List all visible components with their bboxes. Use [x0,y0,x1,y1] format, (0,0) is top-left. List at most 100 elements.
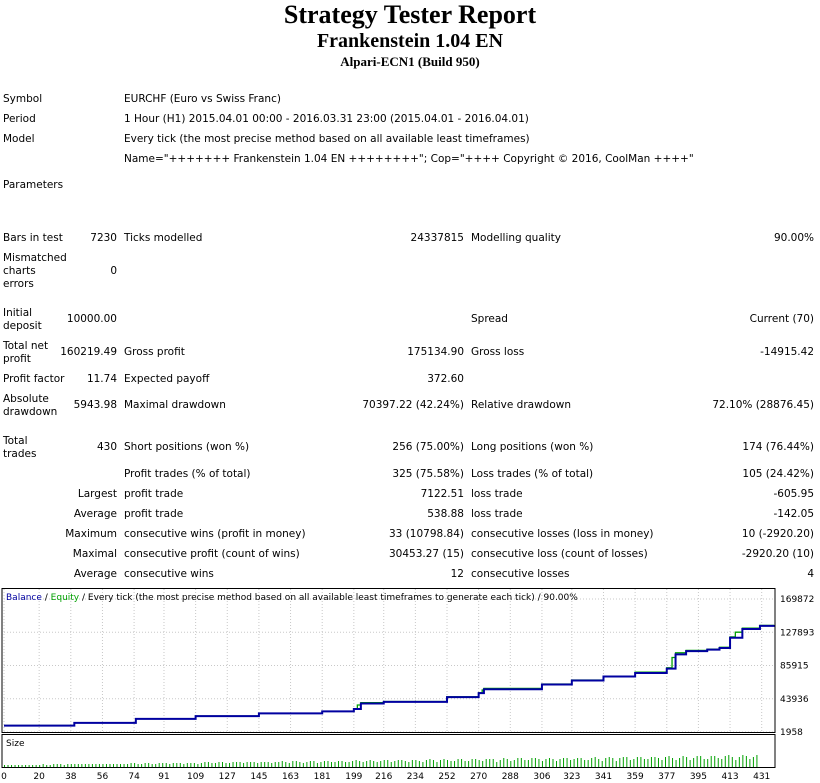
legend-balance: Balance [6,593,42,603]
quality-value: 90.00% [773,232,814,244]
size-bar [214,763,216,767]
x-tick-label: 431 [753,772,770,782]
size-bar [686,757,688,767]
period-label: Period [3,113,36,125]
size-bar [32,765,34,767]
expected-payoff-value: 372.60 [427,373,464,385]
size-bar [429,759,431,767]
size-bar [499,760,501,767]
size-bar [559,759,561,767]
x-tick-label: 252 [438,772,455,782]
size-bar [492,759,494,767]
size-bar [408,762,410,767]
deposit-label: Initial deposit [3,307,42,332]
average-loss-value: -142.05 [773,508,814,520]
size-bar [39,765,41,767]
size-bar [225,763,227,767]
model-label: Model [3,133,35,145]
expert-name: Frankenstein 1.04 EN [316,30,504,52]
size-bar [556,761,558,767]
gross-profit-value: 175134.90 [407,346,464,358]
size-bar [629,760,631,767]
size-bar [84,764,86,767]
size-bar [148,763,150,767]
size-bar [172,763,174,767]
size-bar [411,760,413,767]
model-value: Every tick (the most precise method base… [124,133,530,145]
x-tick-label: 341 [595,772,612,782]
size-bar [647,759,649,767]
maximal-drawdown-label: Maximal drawdown [124,399,226,411]
bars-label: Bars in test [3,232,63,244]
size-bar [394,761,396,767]
balance-equity-chart: 169872 127893 85915 43936 1958 0 20 38 56 74 91 10… [1,588,814,782]
size-bar [144,763,146,767]
size-bar [14,765,16,767]
y-tick-label: 127893 [780,628,814,638]
size-bar [608,757,610,767]
size-bar [538,759,540,767]
size-bar [211,763,213,767]
size-bar [615,761,617,767]
size-bar [503,758,505,767]
cons-wins-money-value: 33 (10798.84) [389,528,464,540]
largest-profit-value: 7122.51 [420,488,464,500]
size-bar [257,763,259,767]
size-bar [418,761,420,767]
x-tick-label: 234 [407,772,424,782]
size-bar [510,761,512,767]
cons-losses-money-value: 10 (-2920.20) [741,528,814,540]
balance-line [4,624,775,727]
size-bar [260,762,262,767]
size-bar [527,760,529,767]
size-bar [193,763,195,767]
size-bar [742,755,744,767]
size-bar [475,759,477,767]
size-bar [120,764,122,767]
size-bar [626,757,628,767]
size-bar [520,758,522,767]
size-bar [376,762,378,767]
size-bar [496,762,498,767]
main-grid [3,589,774,733]
y-tick-label: 169872 [780,595,814,605]
size-bar [450,761,452,767]
size-bar [334,762,336,767]
size-bar [274,762,276,767]
size-bar [327,761,329,767]
expected-payoff-label: Expected payoff [124,373,210,385]
size-bar [404,761,406,767]
size-bar [243,763,245,767]
size-bar [703,759,705,767]
total-trades-value: 430 [96,441,117,453]
size-bar [7,765,9,767]
size-bar [436,762,438,767]
legend-sep: / [42,593,51,603]
net-profit-label: Total net profit [3,340,49,365]
cons-loss-count-value: -2920.20 (10) [741,548,814,560]
size-bar [137,764,139,767]
size-bar [643,759,645,767]
size-bar [633,759,635,767]
size-bar [591,758,593,767]
average-profit-label: profit trade [124,508,184,520]
gross-profit-label: Gross profit [124,346,185,358]
size-bar [464,761,466,767]
size-bar [53,764,55,767]
size-bars [4,755,758,767]
size-bar [232,762,234,767]
loss-trades-value: 105 (24.42%) [742,468,814,480]
x-tick-label: 0 [1,772,7,782]
profit-trades-label: Profit trades (% of total) [124,468,251,480]
size-bar [98,764,100,767]
size-bar [200,763,202,767]
size-bar [689,760,691,767]
y-tick-label: 43936 [780,695,809,705]
net-profit-value: 160219.49 [60,346,117,358]
size-bar [619,758,621,767]
x-tick-label: 199 [345,772,362,782]
x-tick-label: 395 [690,772,707,782]
gross-loss-value: -14915.42 [760,346,814,358]
size-bar [717,758,719,767]
ticks-value: 24337815 [410,232,464,244]
